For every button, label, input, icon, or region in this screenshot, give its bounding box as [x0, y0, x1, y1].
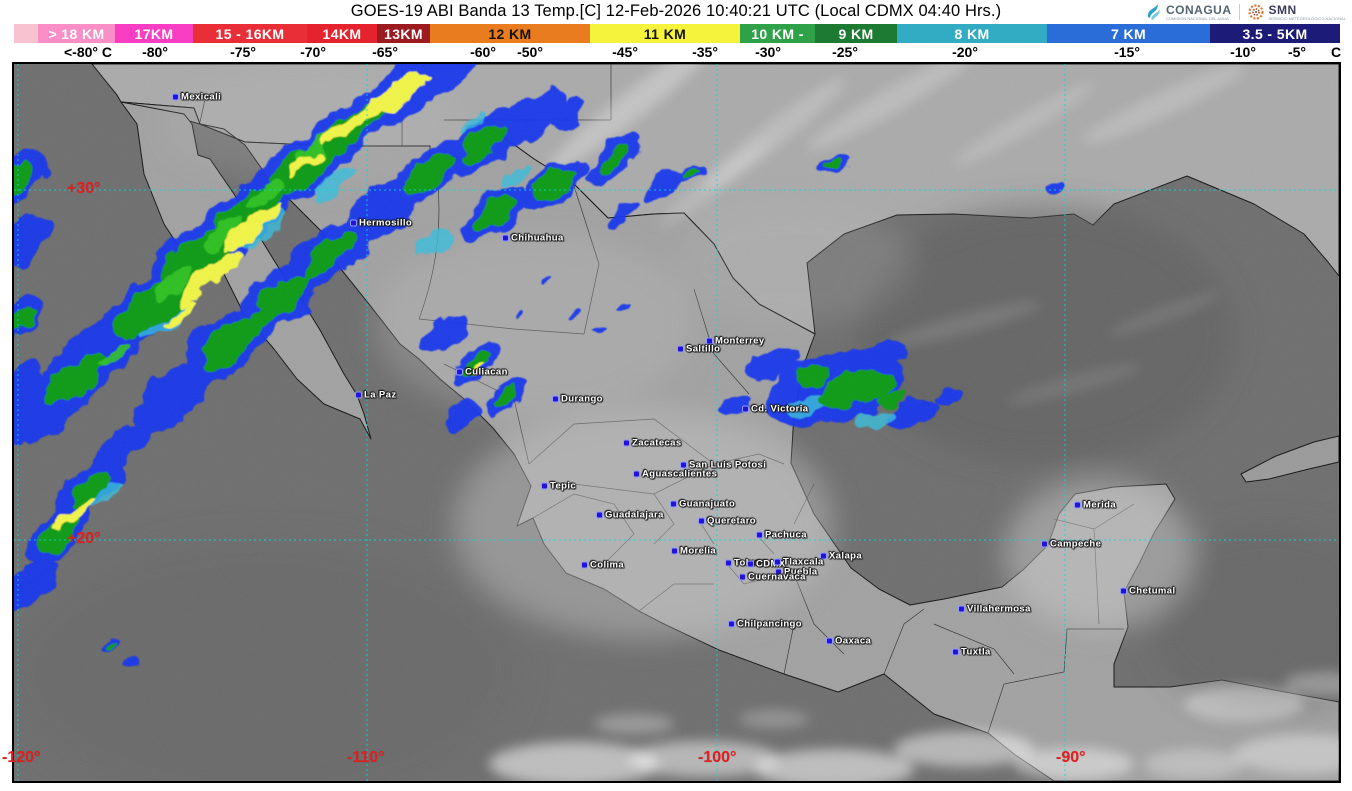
conagua-wordmark: CONAGUA — [1166, 2, 1232, 17]
temp-tick: -10° — [1230, 44, 1256, 60]
smn-logo: SMN SERVICIO METEOROLÓGICO NACIONAL — [1247, 2, 1347, 21]
satellite-imagery — [14, 64, 1339, 781]
colorbar-seg-15-16km: 15 - 16KM — [193, 24, 307, 43]
smn-swirl-icon — [1247, 4, 1264, 20]
lon-label-90: -90° — [1056, 749, 1086, 766]
temp-tick: -30° — [755, 44, 781, 60]
colorbar-seg-12km: 12 KM — [430, 24, 590, 43]
temp-tick: -70° — [300, 44, 326, 60]
colorbar-seg-8km: 8 KM — [897, 24, 1047, 43]
colorbar-seg-7km: 7 KM — [1047, 24, 1210, 43]
smn-wordmark: SMN — [1268, 2, 1297, 17]
colorbar-seg-3_5-5km: 3.5 - 5KM — [1210, 24, 1340, 43]
colorbar-seg-gt18km: > 18 KM — [38, 24, 115, 43]
smn-caption: SERVICIO METEOROLÓGICO NACIONAL — [1268, 15, 1347, 21]
colorbar-seg-11km: 11 KM — [590, 24, 740, 43]
temp-tick: C — [1330, 44, 1342, 60]
temp-tick: -75° — [230, 44, 256, 60]
colorbar-seg-9km: 9 KM — [815, 24, 897, 43]
conagua-caption: COMISIÓN NACIONAL DEL AGUA — [1166, 15, 1229, 21]
temp-tick: -5° — [1287, 44, 1307, 60]
lat-label-20: +20° — [67, 530, 101, 547]
colorbar-seg-13km: 13KM — [377, 24, 430, 43]
image-grain-overlay — [14, 64, 1339, 781]
lon-label-110: -110° — [347, 749, 385, 766]
page-title: GOES-19 ABI Banda 13 Temp.[C] 12-Feb-202… — [350, 2, 1002, 20]
temp-tick: -60° — [470, 44, 496, 60]
temp-tick: -50° — [517, 44, 543, 60]
lat-label-30: +30° — [67, 180, 101, 197]
temp-tick: -65° — [372, 44, 398, 60]
colorbar-seg-17km: 17KM — [115, 24, 193, 43]
colorbar-seg-10km: 10 KM - — [740, 24, 815, 43]
satellite-map: +30° +20° -120° -110° -100° -90° Mexical… — [2, 62, 1341, 783]
altitude-colorbar: > 18 KM 17KM 15 - 16KM 14KM 13KM 12 KM 1… — [14, 24, 1340, 43]
conagua-logo: CONAGUA COMISIÓN NACIONAL DEL AGUA — [1145, 3, 1232, 21]
colorbar-seg-14km: 14KM — [307, 24, 377, 43]
graticule — [14, 64, 1339, 781]
lon-label-120: -120° — [2, 749, 41, 766]
temp-tick: -35° — [692, 44, 718, 60]
temp-tick: -20° — [952, 44, 978, 60]
temp-tick: -15° — [1114, 44, 1140, 60]
temp-tick: -45° — [612, 44, 638, 60]
agency-logos: CONAGUA COMISIÓN NACIONAL DEL AGUA SMN S… — [1145, 1, 1346, 23]
conagua-wave-icon — [1147, 4, 1160, 20]
temp-tick: -25° — [832, 44, 858, 60]
temp-tick: <-80° C — [63, 44, 113, 60]
temp-tick: -80° — [142, 44, 168, 60]
colorbar-seg-pale-pink — [14, 24, 38, 43]
logo-divider — [1238, 4, 1240, 20]
temperature-scale: <-80° C -80° -75° -70° -65° -60° -50° -4… — [0, 43, 1352, 62]
title-bar: GOES-19 ABI Banda 13 Temp.[C] 12-Feb-202… — [0, 0, 1352, 24]
lon-label-100: -100° — [698, 749, 737, 766]
